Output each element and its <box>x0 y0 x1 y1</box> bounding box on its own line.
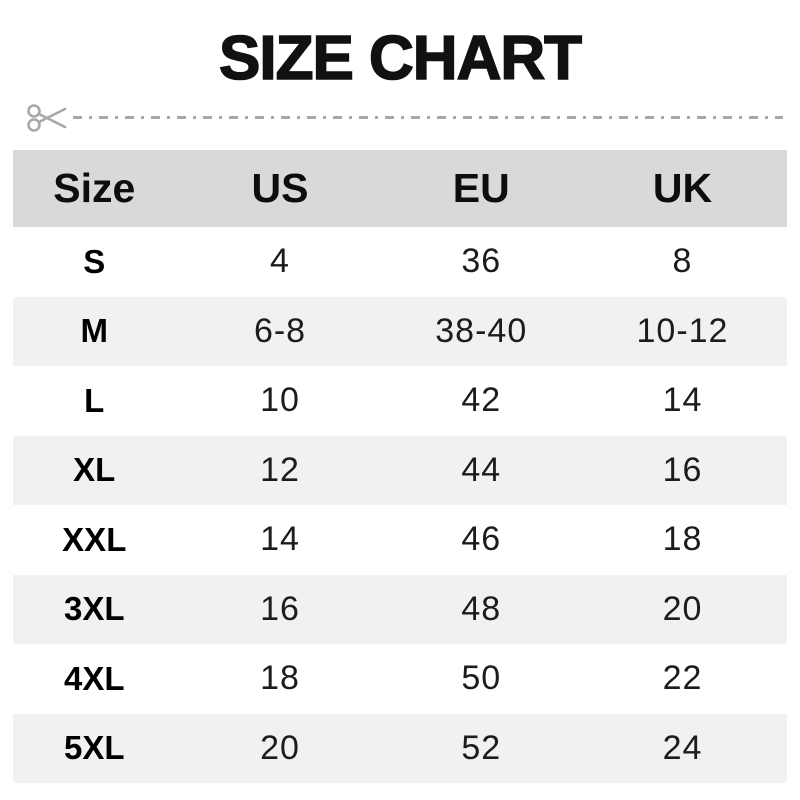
table-row-s: S 4 36 8 <box>13 227 787 297</box>
table-row-4xl: 4XL 18 50 22 <box>13 644 787 714</box>
cell-eu: 38-40 <box>435 311 528 350</box>
cell-us: 6-8 <box>253 311 307 350</box>
header-eu: EU <box>452 165 510 211</box>
cell-uk: 18 <box>662 520 703 559</box>
cell-size: L <box>84 381 105 419</box>
page-title: SIZE CHART <box>218 24 583 93</box>
cell-size: 5XL <box>64 729 125 767</box>
table-row-xxl: XXL 14 46 18 <box>13 505 787 575</box>
cell-eu: 48 <box>461 589 502 628</box>
cell-us: 10 <box>260 381 300 420</box>
cell-eu: 52 <box>461 728 502 767</box>
cell-eu: 50 <box>461 659 502 698</box>
cell-eu: 44 <box>461 450 502 489</box>
table-row-l: L 10 42 14 <box>13 366 787 436</box>
cell-size: S <box>83 242 106 280</box>
cell-us: 18 <box>260 659 300 698</box>
cell-size: 4XL <box>64 659 125 697</box>
header-uk: UK <box>652 165 713 211</box>
dashed-cut-line <box>27 104 783 132</box>
cell-us: 4 <box>270 242 290 281</box>
size-table: Size US EU UK S 4 36 8 M 6-8 38-40 10-12… <box>13 150 787 783</box>
cell-uk: 14 <box>662 381 703 420</box>
cell-uk: 8 <box>672 242 693 281</box>
cell-us: 12 <box>260 450 300 489</box>
cell-size: 3XL <box>64 590 125 628</box>
cell-uk: 22 <box>662 659 703 698</box>
cell-us: 20 <box>260 728 300 767</box>
cell-uk: 16 <box>662 450 703 489</box>
table-row-m: M 6-8 38-40 10-12 <box>13 296 787 366</box>
cell-eu: 42 <box>461 381 502 420</box>
cell-size: M <box>80 312 109 350</box>
cell-size: XXL <box>62 520 127 558</box>
header-size: Size <box>53 165 136 211</box>
table-row-xl: XL 12 44 16 <box>13 435 787 505</box>
cell-uk: 24 <box>662 728 703 767</box>
cell-us: 16 <box>260 589 300 628</box>
table-header-row: Size US EU UK <box>13 150 787 227</box>
header-us: US <box>251 165 309 211</box>
cell-uk: 10-12 <box>636 311 729 350</box>
cell-eu: 46 <box>461 520 502 559</box>
cell-us: 14 <box>260 520 300 559</box>
cut-line <box>13 98 787 138</box>
scissors-icon <box>27 104 67 132</box>
table-row-3xl: 3XL 16 48 20 <box>13 574 787 644</box>
cell-size: XL <box>73 451 116 489</box>
table-row-5xl: 5XL 20 52 24 <box>13 713 787 783</box>
table-body: S 4 36 8 M 6-8 38-40 10-12 L 10 42 14 XL… <box>13 227 787 783</box>
cell-eu: 36 <box>461 242 502 281</box>
cell-uk: 20 <box>662 589 703 628</box>
